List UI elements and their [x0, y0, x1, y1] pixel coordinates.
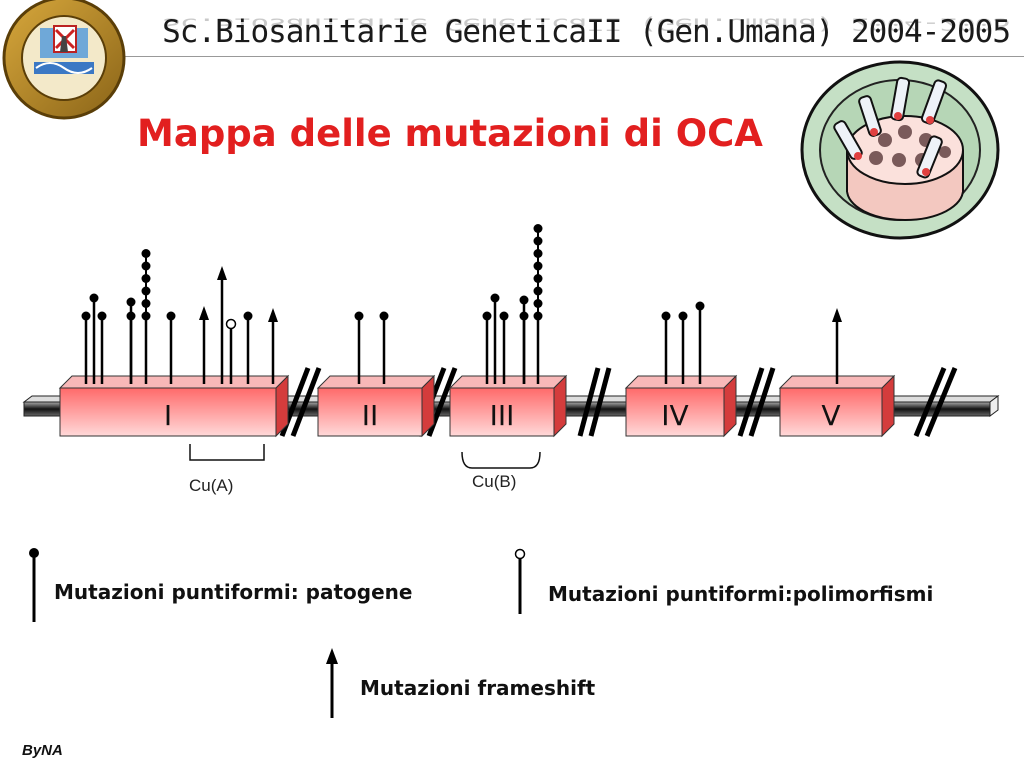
pathogenic-mutation-marker: [695, 301, 705, 384]
pathogenic-mutation-marker: [499, 311, 509, 384]
header-title: Sc.Biosanitarie GeneticaII (Gen.Umana) 2…: [162, 14, 1011, 50]
pathogenic-mutation-marker: [519, 295, 529, 384]
pathogenic-mutation-marker: [482, 311, 492, 384]
legend-polymorphism-label: Mutazioni puntiformi:polimorfismi: [548, 582, 934, 606]
pathogenic-mutation-marker: [490, 293, 500, 384]
legend-frameshift-label: Mutazioni frameshift: [360, 676, 596, 700]
legend-polymorphism-symbol: [514, 548, 526, 614]
header-rule: [110, 56, 1024, 57]
polymorphism-marker: [225, 318, 237, 384]
exon-label-5: V: [821, 399, 840, 432]
frameshift-marker: [199, 306, 209, 384]
legend-frameshift-symbol: [326, 648, 338, 718]
region-label-cu-b: Cu(B): [472, 472, 517, 491]
intron-break: [737, 367, 776, 437]
exon-label-3: III: [490, 399, 515, 432]
exon-label-2: II: [362, 399, 379, 432]
main-title: Mappa delle mutazioni di OCA: [137, 112, 763, 155]
pathogenic-mutation-marker: [126, 311, 136, 384]
frameshift-marker: [217, 266, 227, 384]
region-label-cu-a: Cu(A): [189, 476, 234, 495]
exon-box-1: I: [58, 374, 290, 438]
pathogenic-mutation-marker: [379, 311, 389, 384]
pathogenic-mutation-marker: [354, 311, 364, 384]
author-credit: ByNA: [22, 742, 63, 759]
legend-pathogenic-label: Mutazioni puntiformi: patogene: [54, 580, 413, 604]
pathogenic-mutation-marker: [533, 224, 543, 384]
pathogenic-mutation-marker: [97, 311, 107, 384]
pathogenic-mutation-marker: [89, 293, 99, 384]
pathogenic-mutation-marker: [661, 311, 671, 384]
exon-box-3: III: [448, 374, 568, 438]
intron-break: [577, 367, 612, 437]
exon-box-2: II: [316, 374, 436, 438]
exon-box-5: V: [778, 374, 896, 438]
pathogenic-mutation-marker: [678, 311, 688, 384]
legend-pathogenic-symbol: [29, 548, 39, 622]
cu-a-bracket: [189, 444, 265, 461]
frameshift-marker: [832, 308, 842, 384]
mutation-markers: [81, 224, 842, 384]
intron-break: [913, 367, 958, 437]
pathogenic-mutation-marker: [81, 311, 91, 384]
cu-b-bracket: [461, 451, 541, 469]
exon-label-1: I: [164, 399, 172, 432]
exon-box-4: IV: [624, 374, 738, 438]
pathogenic-mutation-marker: [243, 311, 253, 384]
frameshift-marker: [268, 308, 278, 384]
pathogenic-mutation-marker: [166, 311, 176, 384]
pathogenic-mutation-marker: [141, 249, 151, 384]
exon-label-4: IV: [661, 399, 688, 432]
